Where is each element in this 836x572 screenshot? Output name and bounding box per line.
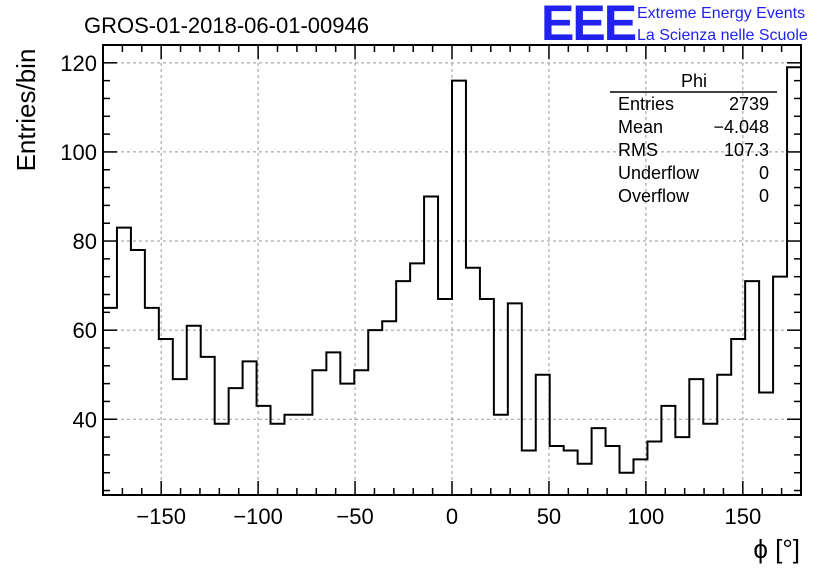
x-tick-label: −100 [233,504,283,529]
histogram-bin [536,375,550,495]
stats-value: −4.048 [713,117,769,137]
histogram-bin [173,379,187,495]
histogram-bin [675,437,689,495]
stats-value: 2739 [729,94,769,114]
x-tick-labels: −150 −100 −50 0 50 100 150 [136,504,761,529]
y-tick-label: 100 [60,140,97,165]
histogram-bin [312,370,326,495]
histogram-bin [159,339,173,495]
histogram-bin [508,303,522,495]
histogram-bin [396,281,410,495]
histogram-bin [271,424,285,495]
histogram-bin [229,388,243,495]
histogram-bin [368,330,382,495]
x-tick-label: −150 [136,504,186,529]
histogram-bin [647,442,661,495]
histogram-bin [284,415,298,495]
y-tick-label: 40 [73,407,97,432]
histogram-bin [424,196,438,495]
x-tick-label: 150 [724,504,761,529]
histogram-bin [131,250,145,495]
y-tick-label: 80 [73,229,97,254]
stats-label: Underflow [618,163,700,183]
stats-value: 107.3 [724,140,769,160]
histogram-bin [689,379,703,495]
histogram-bin [340,384,354,495]
y-tick-label: 120 [60,51,97,76]
stats-value: 0 [759,186,769,206]
y-tick-labels: 40 60 80 100 120 [60,51,97,432]
histogram-bin [661,406,675,495]
histogram-bin [745,281,759,495]
histogram-bin [215,424,229,495]
histogram-bin [410,263,424,495]
axis-ticks [102,44,802,495]
histogram-bin [494,415,508,495]
histogram-bin [564,450,578,495]
histogram-bin [717,375,731,495]
y-tick-label: 60 [73,318,97,343]
histogram-bin [145,308,159,495]
x-tick-label: 50 [537,504,561,529]
histogram-bin [731,339,745,495]
x-axis-title: ϕ [°] [753,534,800,564]
histogram-bin [187,326,201,495]
histogram-bars [103,66,801,495]
eee-logo: EEE Extreme Energy Events La Scienza nel… [541,0,808,51]
histogram-bin [606,446,620,495]
stats-label: Overflow [618,186,690,206]
histogram-bin [759,393,773,495]
histogram-bin [452,81,466,495]
histogram-bin [773,277,787,495]
histogram-bin [787,67,801,495]
histogram-bin [326,352,340,495]
histogram-outline [103,66,801,474]
histogram-bin [354,370,368,495]
histogram-bin [480,299,494,495]
stats-box: Phi Entries 2739 Mean −4.048 RMS 107.3 Underfl… [610,71,777,206]
stats-name: Phi [681,71,707,91]
logo-line-1: Extreme Energy Events [637,5,805,22]
histogram-bin [550,446,564,495]
x-tick-label: −50 [336,504,373,529]
histogram-bin [243,361,257,495]
stats-label: Entries [618,94,674,114]
histogram-bin [117,228,131,495]
histogram-bin [578,464,592,495]
stats-label: RMS [618,140,658,160]
x-tick-label: 100 [628,504,665,529]
x-tick-label: 0 [446,504,458,529]
histogram-bin [466,268,480,495]
stats-rows: Entries 2739 Mean −4.048 RMS 107.3 Underflow 0 O… [618,94,769,206]
histogram-bin [703,424,717,495]
histogram-bin [201,357,215,495]
stats-label: Mean [618,117,663,137]
y-axis-title: Entries/bin [11,49,41,172]
logo-line-2: La Scienza nelle Scuole [637,27,808,44]
eee-logo-text: EEE [541,0,636,51]
histogram-bin [592,428,606,495]
stats-value: 0 [759,163,769,183]
histogram-bin [438,299,452,495]
chart-title: GROS-01-2018-06-01-00946 [84,13,369,38]
histogram-bin [522,450,536,495]
histogram-bin [382,321,396,495]
histogram-bin [298,415,312,495]
